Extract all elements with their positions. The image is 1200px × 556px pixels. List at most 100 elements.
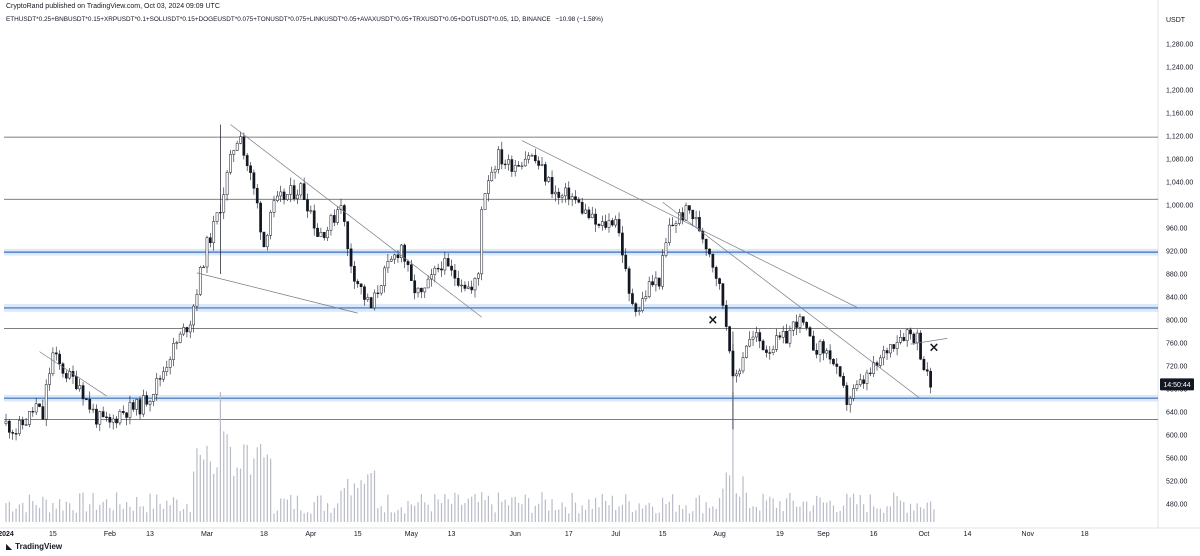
volume-bar bbox=[796, 506, 798, 522]
candle-down bbox=[353, 265, 356, 282]
candle-up bbox=[497, 149, 500, 170]
price-tick-label: 1,280.00 bbox=[1166, 42, 1193, 49]
volume-bar bbox=[373, 470, 376, 522]
candle-up bbox=[889, 344, 892, 354]
volume-bar bbox=[775, 507, 778, 522]
volume-bar bbox=[584, 509, 587, 522]
candle-up bbox=[523, 158, 527, 167]
trendline bbox=[662, 201, 921, 400]
volume-bar bbox=[270, 458, 272, 522]
candle-down bbox=[805, 322, 808, 328]
candle-down bbox=[64, 373, 68, 379]
candle-down bbox=[919, 332, 922, 360]
time-tick-label: Sep bbox=[817, 531, 830, 538]
candle-down bbox=[410, 264, 413, 281]
candle-down bbox=[470, 286, 473, 291]
volume-bar bbox=[809, 511, 811, 522]
volume-bar bbox=[377, 508, 379, 522]
volume-bar bbox=[139, 506, 141, 522]
volume-bar bbox=[112, 510, 114, 522]
candle-down bbox=[88, 398, 92, 410]
volume-bar bbox=[69, 503, 71, 522]
volume-bar bbox=[99, 504, 101, 522]
volume-bar bbox=[601, 494, 603, 522]
volume-bar bbox=[611, 495, 613, 522]
candle-down bbox=[332, 215, 336, 223]
candle-down bbox=[701, 230, 705, 240]
candle-down bbox=[292, 185, 296, 200]
candle-down bbox=[537, 160, 540, 166]
price-tick-label: 720.00 bbox=[1166, 364, 1188, 371]
volume-bar bbox=[554, 510, 556, 522]
volume-bar bbox=[712, 506, 714, 522]
candle-down bbox=[574, 196, 577, 201]
candle-down bbox=[453, 269, 457, 279]
volume-bar bbox=[685, 505, 687, 522]
candle-down bbox=[115, 418, 118, 424]
candle-up bbox=[286, 194, 289, 200]
candle-up bbox=[272, 200, 276, 213]
volume-bar bbox=[126, 501, 128, 522]
volume-bar bbox=[635, 510, 637, 522]
candle-down bbox=[209, 237, 212, 244]
candle-down bbox=[369, 297, 373, 309]
volume-bar bbox=[424, 502, 426, 522]
volume-bar bbox=[759, 510, 761, 522]
candle-up bbox=[644, 296, 648, 299]
volume-bar bbox=[189, 512, 191, 522]
time-tick-label: Nov bbox=[1022, 531, 1035, 538]
volume-bar bbox=[769, 496, 771, 522]
volume-bar bbox=[15, 508, 17, 522]
candle-up bbox=[678, 212, 681, 224]
volume-bar bbox=[816, 495, 818, 522]
candle-down bbox=[815, 350, 819, 355]
candle-up bbox=[430, 274, 433, 280]
countdown-label: 14:50:44 bbox=[1163, 382, 1190, 389]
volume-bar bbox=[725, 472, 727, 522]
candle-down bbox=[621, 232, 624, 256]
volume-bar bbox=[176, 499, 178, 522]
volume-bar bbox=[893, 492, 895, 522]
volume-bar bbox=[283, 498, 285, 522]
candle-down bbox=[158, 378, 162, 380]
volume-bar bbox=[481, 492, 483, 522]
publish-info: CryptoRand published on TradingView.com,… bbox=[6, 3, 220, 10]
candle-up bbox=[28, 411, 31, 425]
candle-up bbox=[570, 196, 574, 200]
volume-bar bbox=[641, 508, 644, 522]
volume-bar bbox=[491, 504, 493, 522]
candle-down bbox=[808, 327, 812, 337]
volume-bar bbox=[564, 507, 567, 522]
tradingview-footer[interactable]: ◣ TradingView bbox=[6, 542, 62, 551]
volume-bar bbox=[591, 508, 593, 522]
volume-bar bbox=[380, 506, 382, 522]
volume-bar bbox=[440, 503, 443, 522]
candle-down bbox=[631, 293, 634, 304]
candle-down bbox=[567, 187, 571, 200]
volume-bar bbox=[172, 497, 175, 522]
volume-bar bbox=[618, 506, 620, 522]
volume-bar bbox=[675, 511, 677, 522]
volume-bar bbox=[447, 499, 449, 522]
volume-bar bbox=[82, 492, 84, 522]
candle-down bbox=[597, 224, 601, 226]
candle-down bbox=[768, 352, 772, 354]
trendline bbox=[230, 124, 482, 318]
volume-bar bbox=[85, 511, 87, 522]
volume-bar bbox=[400, 507, 402, 522]
volume-bar bbox=[52, 503, 54, 522]
time-tick-label: 15 bbox=[354, 531, 362, 538]
volume-bar bbox=[551, 499, 553, 522]
volume-bar bbox=[229, 446, 232, 522]
volume-bar bbox=[561, 502, 563, 522]
candle-up bbox=[128, 402, 132, 418]
candle-down bbox=[892, 344, 896, 349]
volume-bar bbox=[702, 513, 704, 522]
candle-up bbox=[664, 242, 668, 256]
countdown-badge bbox=[1160, 378, 1194, 391]
candle-down bbox=[681, 212, 685, 221]
volume-bar bbox=[749, 507, 751, 522]
candle-down bbox=[356, 281, 360, 285]
candle-down bbox=[349, 248, 353, 267]
